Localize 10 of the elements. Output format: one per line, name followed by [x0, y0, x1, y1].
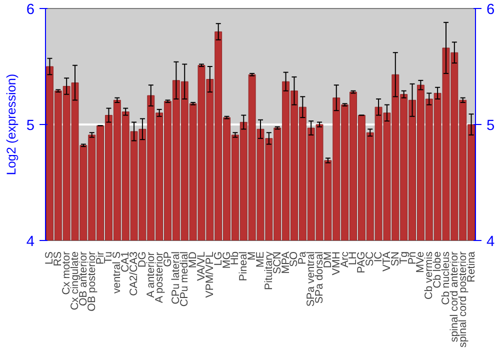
y2-tick-label: 5 [486, 118, 495, 134]
y-axis-title: Log2 (expression) [4, 74, 18, 176]
x-tick-label: Tg [398, 251, 410, 264]
x-tick-label: OB posterior [86, 251, 98, 312]
y2-tick-label: 6 [486, 2, 495, 18]
y-tick-label: 4 [26, 234, 35, 250]
y-tick-label: 5 [26, 118, 35, 134]
y2-tick-label: 4 [486, 234, 495, 250]
x-tick-label: A posterior [153, 252, 166, 304]
y-tick-label: 6 [26, 2, 35, 18]
